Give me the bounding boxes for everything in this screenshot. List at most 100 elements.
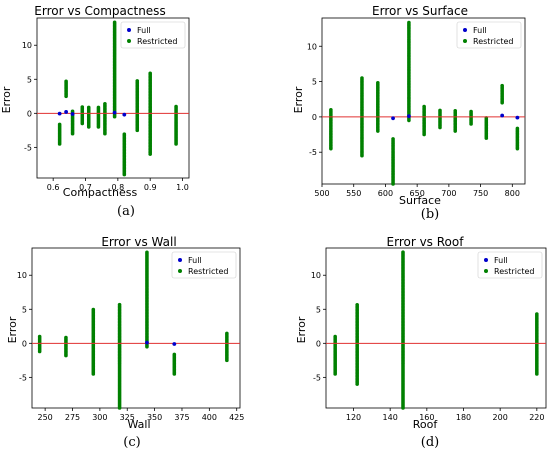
x-tick-label: 160 bbox=[419, 413, 434, 422]
restricted-column bbox=[469, 109, 473, 126]
restricted-column bbox=[64, 79, 68, 99]
legend: Full Restricted bbox=[477, 251, 543, 279]
restricted-column bbox=[360, 76, 364, 158]
restricted-column bbox=[515, 126, 520, 151]
y-tick-label: 5 bbox=[312, 78, 317, 87]
y-tick-label: 0 bbox=[312, 113, 317, 122]
y-tick-label: 10 bbox=[311, 271, 321, 280]
restricted-column bbox=[422, 104, 426, 137]
legend-label-full: Full bbox=[188, 256, 202, 265]
plot-frame bbox=[31, 247, 241, 409]
panel-compactness: Error vs Compactness Compactness Error (… bbox=[0, 4, 190, 219]
y-tick-label: 0 bbox=[22, 339, 27, 348]
legend-box bbox=[477, 251, 543, 279]
x-tick-label: 140 bbox=[383, 413, 398, 422]
restricted-point bbox=[360, 76, 364, 80]
panel-caption: (c) bbox=[123, 435, 140, 450]
legend-label-restricted: Restricted bbox=[188, 267, 228, 276]
y-tick-label: 10 bbox=[307, 42, 317, 51]
y-tick-label: -5 bbox=[19, 373, 27, 382]
panel-title: Error vs Wall bbox=[101, 235, 176, 249]
y-tick-label: 10 bbox=[22, 41, 32, 50]
legend-label-full: Full bbox=[494, 256, 508, 265]
x-tick-label: 0.8 bbox=[111, 183, 124, 192]
restricted-column bbox=[329, 108, 333, 151]
y-tick-label: 0 bbox=[27, 109, 32, 118]
x-tick-label: 650 bbox=[410, 189, 425, 198]
restricted-column bbox=[64, 335, 68, 358]
restricted-column bbox=[484, 116, 489, 140]
restricted-point bbox=[225, 331, 229, 336]
legend-marker-restricted bbox=[463, 39, 467, 43]
legend-box bbox=[171, 251, 237, 279]
legend-marker-full bbox=[463, 28, 467, 32]
x-tick-label: 220 bbox=[529, 413, 544, 422]
restricted-point bbox=[172, 352, 177, 357]
plot-frame bbox=[325, 247, 547, 409]
legend-label-restricted: Restricted bbox=[494, 267, 534, 276]
y-tick-label: 5 bbox=[27, 75, 32, 84]
full-point bbox=[70, 112, 75, 116]
restricted-column bbox=[391, 137, 395, 186]
x-axis-label: Compactness bbox=[63, 186, 138, 199]
restricted-point bbox=[96, 105, 101, 110]
restricted-column bbox=[135, 79, 140, 133]
legend: Full Restricted bbox=[456, 21, 522, 49]
legend-marker-full bbox=[178, 258, 182, 262]
restricted-point bbox=[500, 83, 504, 88]
restricted-point bbox=[438, 108, 442, 113]
full-point bbox=[64, 110, 69, 114]
x-tick-label: 275 bbox=[65, 413, 80, 422]
restricted-column bbox=[174, 104, 178, 146]
restricted-column bbox=[500, 83, 504, 105]
full-point bbox=[145, 340, 149, 345]
restricted-point bbox=[535, 312, 539, 316]
restricted-point bbox=[117, 302, 122, 307]
x-tick-label: 600 bbox=[378, 189, 393, 198]
restricted-point bbox=[145, 250, 149, 255]
panel-wall: Error vs Wall Wall Error (c) 250 275 300 32… bbox=[6, 235, 244, 450]
x-tick-label: 700 bbox=[441, 189, 456, 198]
x-tick-label: 800 bbox=[505, 189, 520, 198]
plot-frame bbox=[321, 17, 526, 185]
restricted-point bbox=[37, 334, 42, 339]
full-point bbox=[407, 114, 411, 119]
x-tick-label: 1.0 bbox=[176, 183, 189, 192]
x-tick-label: 350 bbox=[147, 413, 162, 422]
panel-caption: (b) bbox=[421, 207, 439, 222]
restricted-point bbox=[122, 132, 127, 136]
y-tick-label: -5 bbox=[24, 143, 32, 152]
legend-marker-full bbox=[127, 28, 131, 32]
restricted-column bbox=[70, 109, 75, 136]
restricted-point bbox=[112, 20, 117, 25]
full-point bbox=[112, 110, 117, 115]
full-point bbox=[391, 116, 395, 121]
x-tick-label: 0.7 bbox=[79, 183, 92, 192]
restricted-column bbox=[376, 81, 380, 133]
legend-label-restricted: Restricted bbox=[473, 37, 513, 46]
x-axis-label: Wall bbox=[127, 418, 150, 431]
restricted-column bbox=[117, 302, 122, 410]
plot-frame bbox=[36, 17, 190, 179]
restricted-column bbox=[37, 334, 42, 354]
full-point bbox=[500, 113, 505, 118]
x-tick-label: 325 bbox=[120, 413, 135, 422]
legend-label-full: Full bbox=[137, 26, 151, 35]
x-axis-label: Surface bbox=[399, 194, 441, 207]
panel-roof: Error vs Roof Roof Error (d) 120 140 160 18… bbox=[295, 235, 547, 450]
restricted-point bbox=[148, 71, 152, 76]
restricted-column bbox=[333, 334, 337, 376]
y-tick-label: 5 bbox=[316, 305, 321, 314]
x-tick-label: 180 bbox=[456, 413, 471, 422]
restricted-column bbox=[407, 20, 411, 123]
x-axis-label: Roof bbox=[413, 418, 439, 431]
restricted-point bbox=[407, 20, 411, 25]
legend-marker-restricted bbox=[178, 269, 182, 273]
restricted-point bbox=[355, 302, 359, 307]
x-tick-label: 0.6 bbox=[47, 183, 60, 192]
y-tick-label: 10 bbox=[17, 271, 27, 280]
restricted-column bbox=[122, 132, 127, 177]
y-tick-label: 0 bbox=[316, 339, 321, 348]
y-axis-label: Error bbox=[0, 86, 13, 113]
